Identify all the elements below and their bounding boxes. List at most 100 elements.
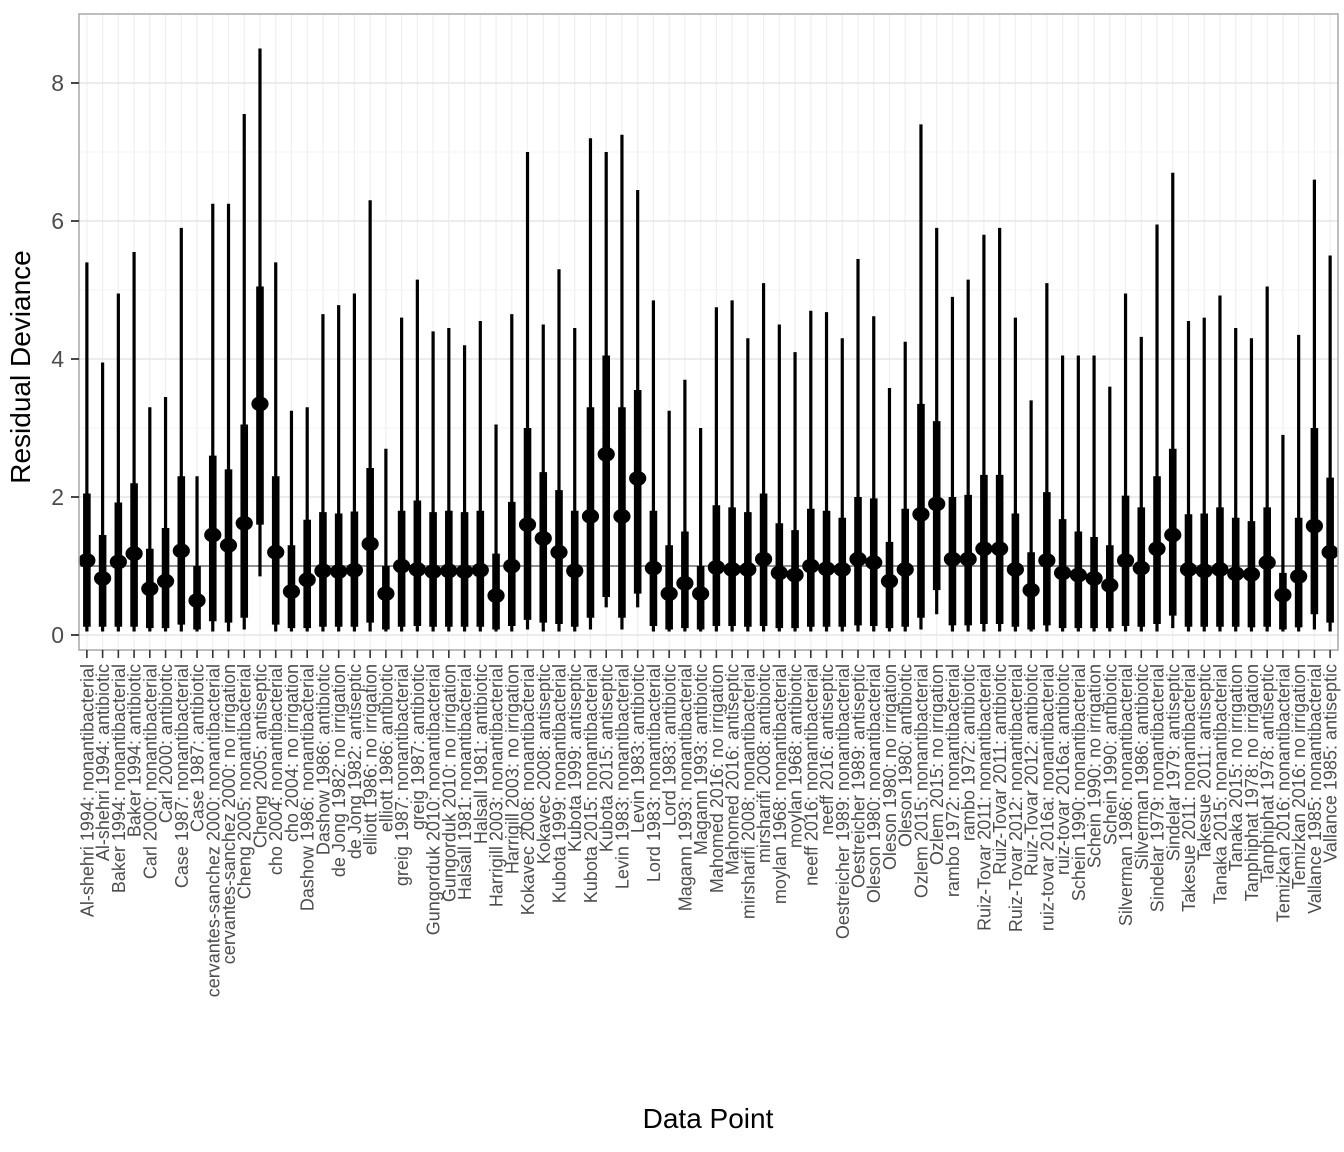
point-estimate: [1148, 541, 1166, 557]
pointrange: [109, 293, 127, 632]
point-estimate: [1227, 566, 1245, 581]
pointrange: [251, 48, 269, 577]
x-tick-label: mirsharifi 2008: nonantibacterial: [738, 664, 758, 919]
pointrange: [817, 312, 836, 632]
pointrange: [330, 305, 348, 632]
x-tick-label: rambo 1972: antibiotic: [959, 664, 979, 841]
x-tick-label: Halsall 1981: antibiotic: [471, 664, 491, 844]
pointrange: [928, 227, 946, 615]
pointrange: [581, 138, 600, 630]
x-tick-label: Silverman 1986: nonantibacterial: [1116, 664, 1136, 926]
pointrange: [660, 410, 678, 632]
pointrange: [204, 203, 222, 632]
pointrange: [455, 345, 474, 632]
x-tick-label: Al-shehri 1994: antibiotic: [93, 664, 113, 861]
point-estimate: [943, 551, 962, 567]
x-tick-label: Tanaka 2015: no irrigation: [1226, 664, 1246, 871]
point-estimate: [959, 551, 977, 567]
pointrange: [1305, 179, 1323, 630]
pointrange: [707, 307, 725, 632]
point-estimate: [629, 470, 647, 486]
point-estimate: [692, 586, 710, 601]
x-tick-label: Lord 1983: antibiotic: [660, 664, 680, 826]
point-estimate: [204, 527, 222, 543]
point-estimate: [109, 554, 127, 570]
point-estimate: [487, 588, 505, 604]
pointrange: [644, 300, 663, 632]
pointrange: [912, 124, 930, 630]
x-tick-label: moylan 1968: antibiotic: [786, 664, 806, 848]
pointrange: [534, 324, 552, 632]
y-tick-label: 0: [51, 622, 64, 648]
point-estimate: [1116, 553, 1135, 568]
point-estimate: [912, 506, 930, 522]
x-tick-label: Ruiz-Tovar 2011: antibiotic: [990, 664, 1010, 875]
x-tick-label: Tanphiphat 1978: antiseptic: [1258, 664, 1278, 883]
pointrange: [1274, 434, 1292, 632]
point-estimate: [314, 563, 332, 579]
pointrange: [393, 317, 411, 632]
point-estimate: [928, 496, 946, 512]
x-tick-label: Baker 1994: nonantibacterial: [109, 664, 129, 893]
point-estimate: [282, 584, 301, 599]
x-tick-label: Al-shehri 1994: nonantibacterial: [77, 664, 97, 917]
point-estimate: [78, 553, 96, 568]
pointrange: [518, 152, 537, 630]
pointrange: [991, 227, 1009, 632]
pointrange: [770, 324, 788, 632]
x-tick-label: Takesue 2011: nonantibacterial: [1179, 664, 1199, 912]
x-tick-label: Vallance 1985: nonantibacterial: [1305, 664, 1325, 914]
point-estimate: [156, 573, 175, 589]
point-estimate: [707, 559, 725, 575]
pointrange: [1321, 255, 1339, 632]
pointrange: [1022, 400, 1040, 632]
pointrange: [377, 448, 395, 632]
x-tick-label: Tanaka 2015: nonantibacterial: [1210, 664, 1230, 904]
pointrange: [959, 279, 977, 632]
pointrange: [125, 252, 143, 632]
point-estimate: [597, 446, 615, 462]
point-estimate: [770, 565, 788, 581]
y-tick-label: 8: [51, 70, 64, 96]
x-tick-label: Oestreicher 1989: nonantibacterial: [833, 664, 853, 939]
point-estimate: [1258, 555, 1276, 570]
x-tick-label: Magann 1993: nonantibacterial: [675, 664, 695, 911]
pointrange: [786, 352, 804, 632]
point-estimate: [188, 593, 206, 608]
point-estimate: [581, 508, 600, 524]
x-tick-label: Ruiz-Tovar 2012: antibiotic: [1022, 664, 1042, 876]
pointrange: [943, 296, 962, 632]
x-tick-label: Oleson 1980: nonantibacterial: [864, 664, 884, 903]
pointrange: [613, 134, 631, 630]
x-tick-label: ruiz-tovar 2016a: nonantibacterial: [1037, 664, 1057, 931]
x-tick-label: Cheng 2005: antiseptic: [250, 664, 270, 848]
point-estimate: [1195, 563, 1213, 579]
point-estimate: [298, 572, 316, 588]
pointrange: [440, 327, 458, 632]
point-estimate: [1006, 562, 1024, 577]
y-axis-title: Residual Deviance: [5, 250, 36, 483]
pointrange: [1164, 172, 1182, 629]
point-estimate: [1305, 518, 1323, 534]
x-tick-label: Oleson 1980: antibiotic: [896, 664, 916, 847]
pointrange: [1132, 336, 1150, 632]
pointrange: [550, 269, 568, 632]
point-estimate: [786, 567, 804, 583]
point-estimate: [503, 558, 521, 574]
point-estimate: [377, 586, 395, 601]
x-tick-label: cho 2004: no irrigation: [282, 664, 302, 842]
x-tick-label: Levin 1983: antibiotic: [628, 664, 648, 833]
pointrange: [78, 262, 96, 632]
pointrange: [219, 203, 238, 632]
point-estimate: [1274, 587, 1292, 603]
point-estimate: [739, 562, 757, 577]
point-estimate: [865, 555, 883, 570]
pointrange: [1195, 317, 1213, 632]
point-estimate: [676, 575, 694, 591]
x-tick-label: cho 2004: nonantibacterial: [266, 664, 286, 875]
pointrange: [94, 362, 112, 632]
x-tick-label: Temizkan 2016: no irrigation: [1289, 664, 1309, 889]
point-estimate: [833, 562, 851, 577]
pointrange: [1006, 317, 1024, 632]
